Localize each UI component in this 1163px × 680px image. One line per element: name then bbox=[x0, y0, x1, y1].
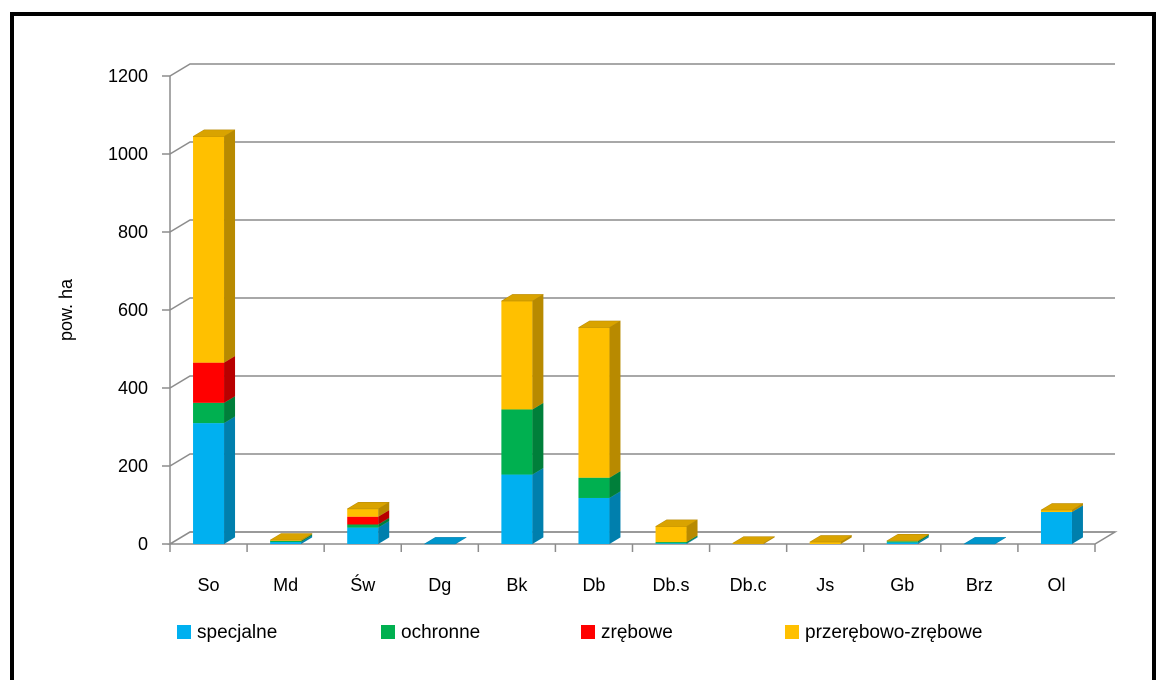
bar-stack-Js bbox=[810, 535, 852, 544]
y-tick-label: 200 bbox=[118, 456, 148, 476]
y-axis-label: pow. ha bbox=[56, 278, 76, 341]
bar-segment-side bbox=[532, 403, 543, 475]
y-tick-label: 1000 bbox=[108, 144, 148, 164]
bar-segment bbox=[656, 526, 687, 542]
bar-stack-Md bbox=[270, 534, 312, 545]
bar-segment bbox=[347, 509, 378, 517]
bar-segment-side bbox=[532, 294, 543, 409]
x-tick-label: Gb bbox=[890, 575, 914, 595]
gridline bbox=[170, 376, 1115, 388]
bar-segment bbox=[501, 409, 532, 474]
legend-label: ochronne bbox=[401, 622, 480, 643]
gridlines bbox=[170, 64, 1115, 544]
bar-stack-Bk bbox=[501, 294, 543, 544]
bar-segment bbox=[193, 423, 224, 544]
bar-segment bbox=[656, 542, 687, 543]
bar-stack-Brz bbox=[964, 537, 1006, 544]
gridline bbox=[170, 142, 1115, 154]
bar-segment bbox=[501, 475, 532, 544]
bar-stack-Dg bbox=[424, 537, 466, 544]
gridline bbox=[170, 220, 1115, 232]
x-tick-label: Db.c bbox=[730, 575, 767, 595]
bar-segment-side bbox=[532, 468, 543, 544]
y-tick-label: 0 bbox=[138, 534, 148, 554]
legend-swatch bbox=[381, 625, 395, 639]
y-axis-ticks: 0 200 400 600 800 1000 1200 bbox=[108, 66, 170, 554]
bar-stack-Ol bbox=[1041, 503, 1083, 544]
x-tick-label: Św bbox=[350, 574, 376, 595]
bar-stack-Gb bbox=[887, 534, 929, 544]
bar-segment-side bbox=[609, 491, 620, 544]
legend-swatch bbox=[581, 625, 595, 639]
bar-segment bbox=[578, 328, 609, 478]
legend: specjalne ochronne zrębowe przerębowo-zrębo… bbox=[177, 622, 982, 643]
legend-label: zrębowe bbox=[601, 622, 673, 643]
gridline bbox=[170, 64, 1115, 76]
bar-segment bbox=[193, 136, 224, 362]
bar-segment-side bbox=[224, 130, 235, 363]
bar-top bbox=[964, 537, 1006, 544]
bar-segment bbox=[887, 541, 918, 542]
x-tick-label: Brz bbox=[966, 575, 993, 595]
bar-segment bbox=[347, 525, 378, 528]
bar-segment bbox=[578, 498, 609, 544]
bar-segment-side bbox=[224, 356, 235, 403]
x-tick-label: Ol bbox=[1047, 575, 1065, 595]
x-tick-label: So bbox=[198, 575, 220, 595]
bar-top bbox=[733, 537, 775, 544]
x-axis-ticks: So Md Św Dg Bk Db Db.s Db.c Js Gb Brz Ol bbox=[170, 544, 1095, 595]
gridline bbox=[170, 298, 1115, 310]
x-tick-label: Md bbox=[273, 575, 298, 595]
bar-segment bbox=[1041, 512, 1072, 544]
y-tick-label: 600 bbox=[118, 300, 148, 320]
x-tick-label: Js bbox=[816, 575, 834, 595]
x-tick-label: Dg bbox=[428, 575, 451, 595]
bar-segment bbox=[578, 478, 609, 498]
bar-segment-side bbox=[609, 321, 620, 478]
bar-segment bbox=[270, 542, 301, 544]
y-tick-label: 800 bbox=[118, 222, 148, 242]
bar-top bbox=[424, 537, 466, 544]
x-tick-label: Db bbox=[582, 575, 605, 595]
legend-swatch bbox=[177, 625, 191, 639]
bar-segment bbox=[810, 542, 841, 544]
bar-stack-Św bbox=[347, 502, 389, 544]
legend-label: specjalne bbox=[197, 622, 277, 643]
bar-stack-Db.s bbox=[656, 520, 698, 544]
gridline bbox=[170, 454, 1115, 466]
bar-segment bbox=[501, 301, 532, 409]
bar-stack-Db bbox=[578, 321, 620, 544]
legend-swatch bbox=[785, 625, 799, 639]
legend-label: przerębowo-zrębowe bbox=[805, 622, 982, 643]
bar-segment-side bbox=[224, 417, 235, 545]
bars bbox=[193, 130, 1083, 544]
bar-segment bbox=[193, 363, 224, 403]
y-tick-label: 400 bbox=[118, 378, 148, 398]
bar-segment-side bbox=[1072, 505, 1083, 544]
bar-segment bbox=[270, 541, 301, 542]
x-tick-label: Bk bbox=[506, 575, 528, 595]
bar-stack-So bbox=[193, 130, 235, 544]
y-tick-label: 1200 bbox=[108, 66, 148, 86]
bar-segment bbox=[656, 543, 687, 544]
bar-segment bbox=[347, 517, 378, 525]
bar-segment bbox=[1041, 510, 1072, 512]
x-tick-label: Db.s bbox=[653, 575, 690, 595]
bar-segment bbox=[887, 542, 918, 544]
bar-segment bbox=[347, 528, 378, 544]
bar-segment bbox=[193, 403, 224, 423]
bar-stack-Db.c bbox=[733, 537, 775, 544]
